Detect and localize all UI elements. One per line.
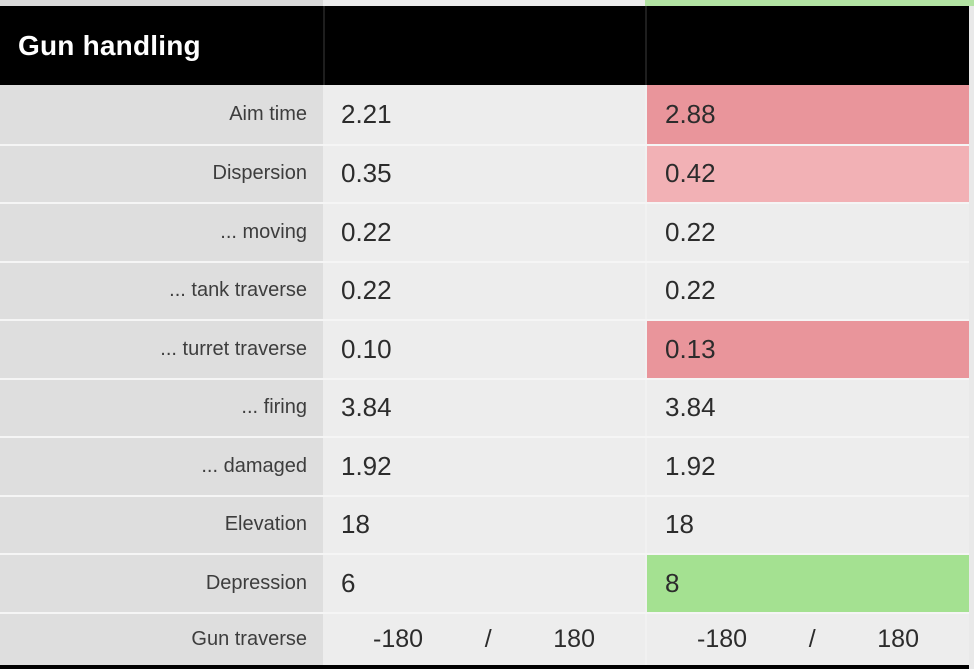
value-b: 0.22 (645, 262, 969, 319)
row-label: ... firing (0, 379, 323, 436)
value-a: 3.84 (323, 379, 645, 436)
table-header-column-a (323, 6, 645, 85)
table-row: ... damaged 1.92 1.92 (0, 436, 969, 495)
table-header: Gun handling (0, 6, 969, 85)
row-label: Aim time (0, 85, 323, 144)
row-label: Dispersion (0, 145, 323, 202)
row-label: ... damaged (0, 438, 323, 495)
value-b: 0.13 (645, 321, 969, 378)
value-b: 1.92 (645, 438, 969, 495)
value-a: 18 (323, 496, 645, 553)
value-b: 0.22 (645, 204, 969, 261)
row-label: Gun traverse (0, 613, 323, 665)
column-indicator-strip (0, 0, 974, 6)
top-strip-label-column (0, 0, 323, 6)
value-b: 2.88 (645, 85, 969, 144)
value-a: 1.92 (323, 438, 645, 495)
value-a: 0.10 (323, 321, 645, 378)
value-a: 0.22 (323, 204, 645, 261)
row-label: ... moving (0, 204, 323, 261)
row-label: ... turret traverse (0, 321, 323, 378)
table-bottom-border (0, 665, 969, 669)
table-row-gun-traverse: Gun traverse -180 / 180 -180 / 180 (0, 611, 969, 665)
value-a-range: -180 / 180 (323, 613, 645, 665)
table-row: Aim time 2.21 2.88 (0, 85, 969, 144)
range-separator: / (808, 624, 816, 653)
value-a: 0.35 (323, 145, 645, 202)
section-title: Gun handling (18, 29, 201, 61)
traverse-max-a: 180 (553, 624, 595, 653)
table-row: ... moving 0.22 0.22 (0, 202, 969, 261)
table-row: Dispersion 0.35 0.42 (0, 143, 969, 202)
row-label: Elevation (0, 496, 323, 553)
value-b: 8 (645, 555, 969, 612)
table-row: Elevation 18 18 (0, 494, 969, 553)
table-row: ... firing 3.84 3.84 (0, 377, 969, 436)
traverse-max-b: 180 (877, 624, 919, 653)
traverse-min-a: -180 (373, 624, 424, 653)
value-a: 2.21 (323, 85, 645, 144)
row-label: ... tank traverse (0, 262, 323, 319)
value-b: 0.42 (645, 145, 969, 202)
table-header-title-cell: Gun handling (0, 6, 323, 85)
value-b: 3.84 (645, 379, 969, 436)
value-b-range: -180 / 180 (645, 613, 969, 665)
value-b: 18 (645, 496, 969, 553)
value-a: 0.22 (323, 262, 645, 319)
top-strip-column-a (323, 0, 645, 6)
table-row: ... turret traverse 0.10 0.13 (0, 319, 969, 378)
value-a: 6 (323, 555, 645, 612)
table-row: ... tank traverse 0.22 0.22 (0, 260, 969, 319)
traverse-min-b: -180 (697, 624, 748, 653)
selected-column-indicator (645, 0, 974, 6)
table-header-column-b (645, 6, 969, 85)
row-label: Depression (0, 555, 323, 612)
table-row: Depression 6 8 (0, 553, 969, 612)
range-separator: / (484, 624, 492, 653)
